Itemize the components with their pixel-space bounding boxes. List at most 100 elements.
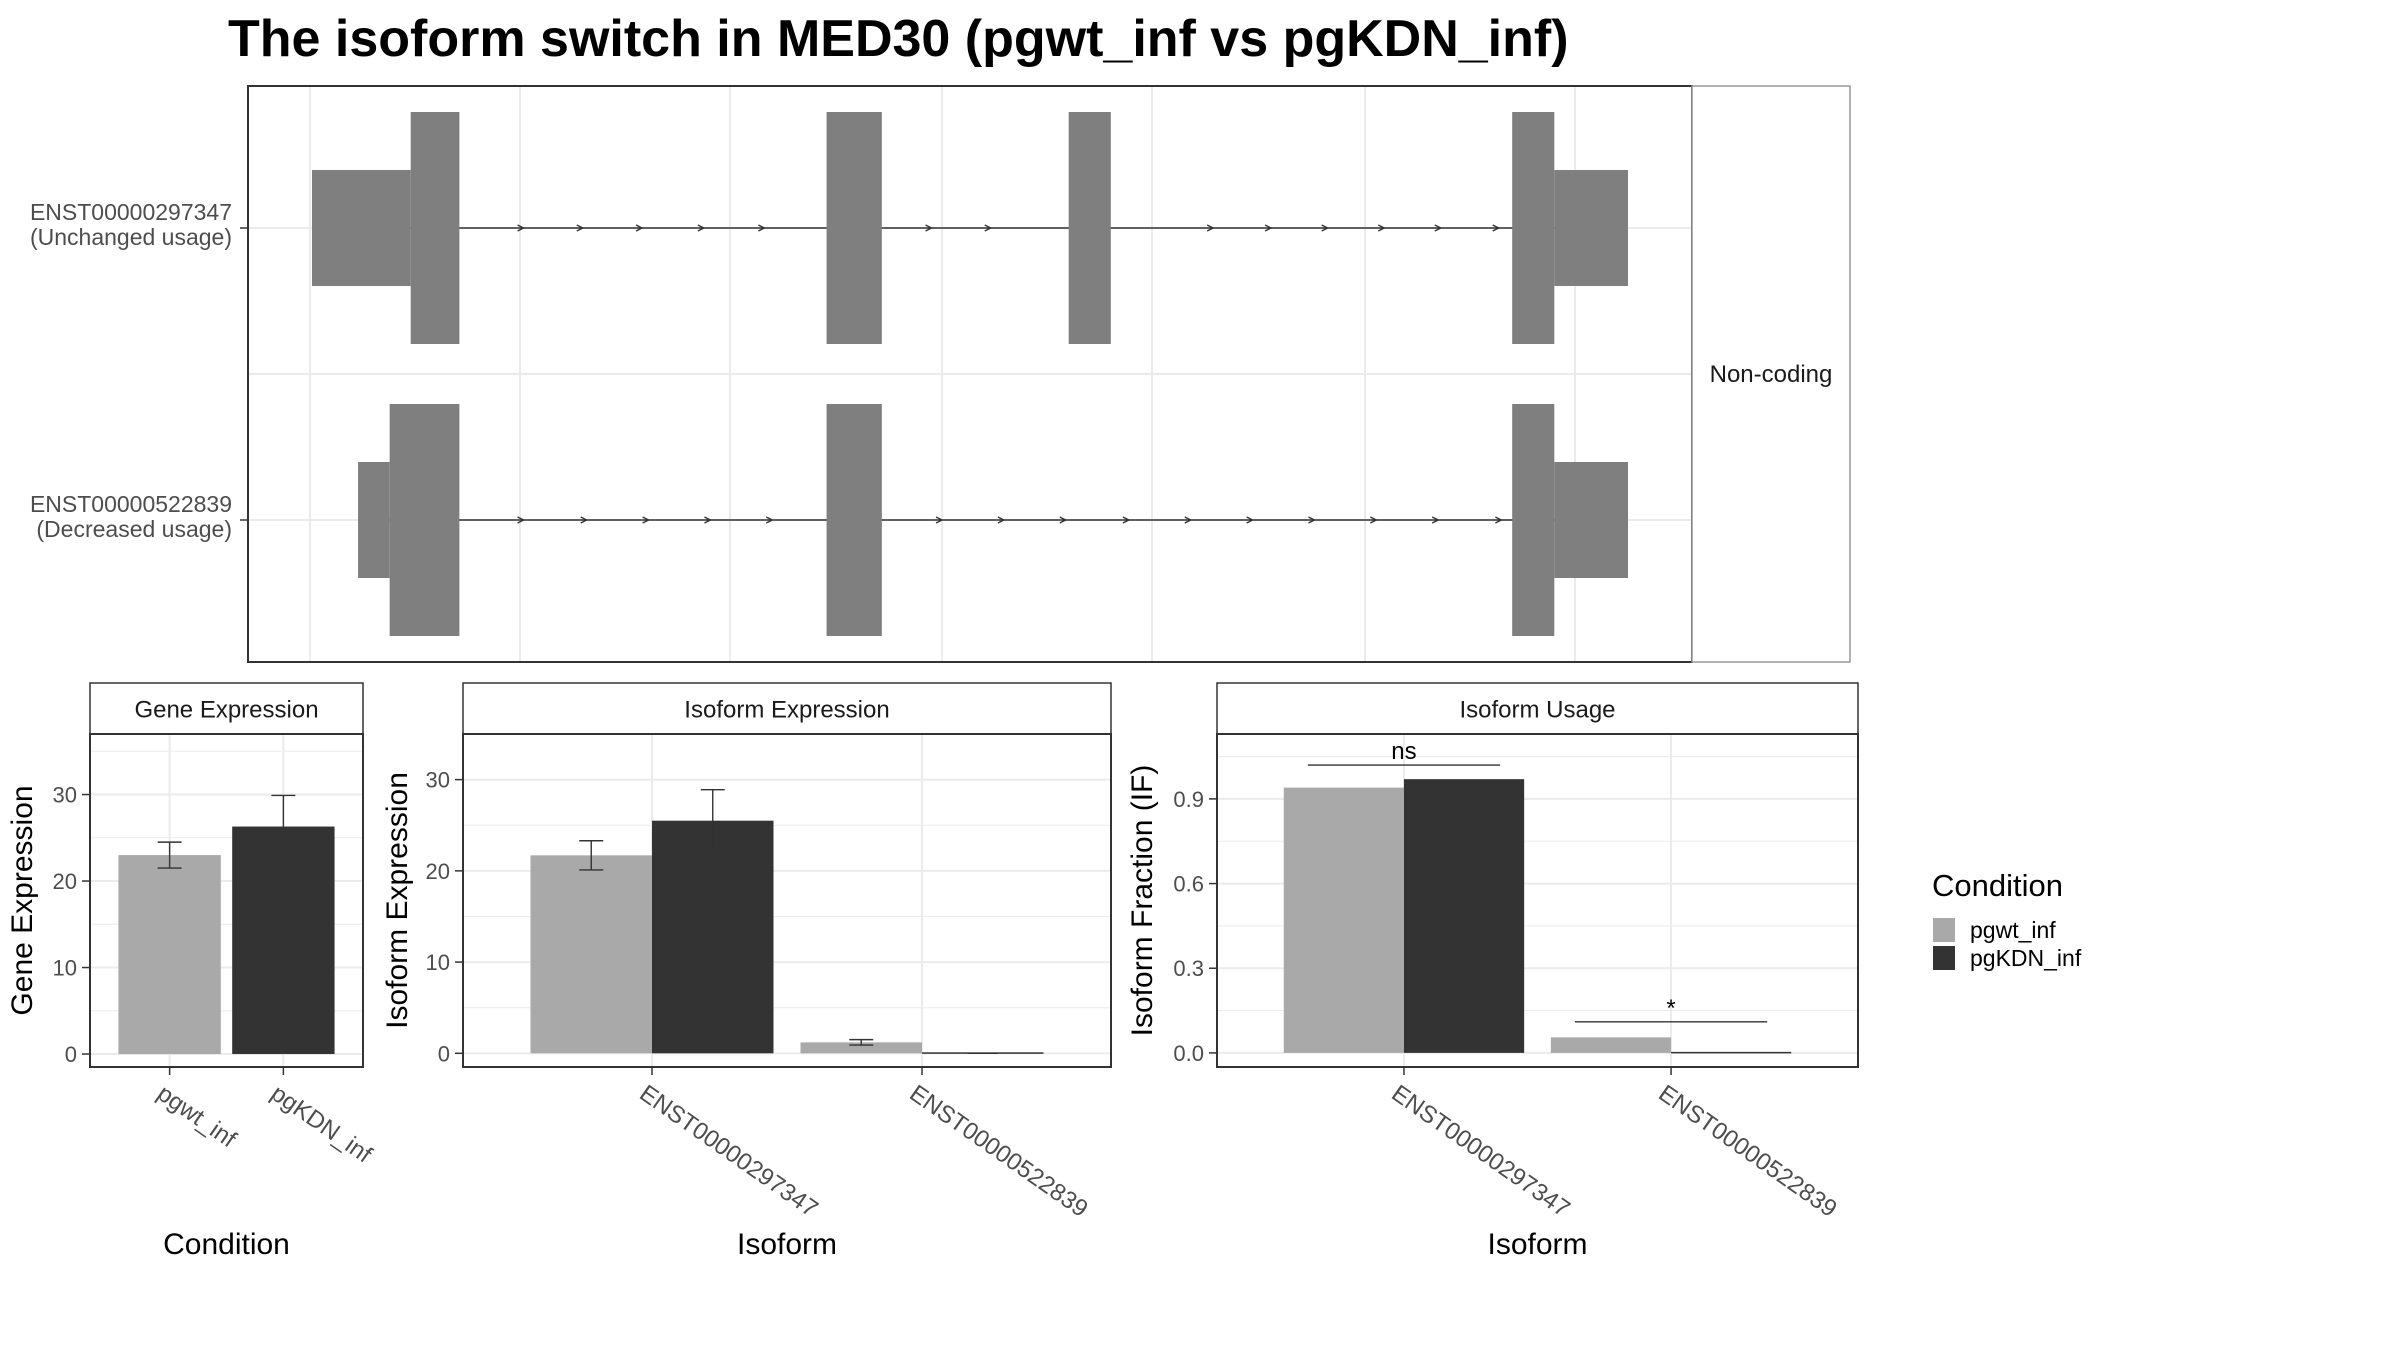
- y-tick-label: 20: [53, 869, 77, 894]
- bar: [232, 826, 335, 1055]
- y-tick-label: 0.0: [1173, 1041, 1204, 1066]
- panel-border: [1216, 733, 1859, 1068]
- bar: [1403, 779, 1525, 1053]
- isoform-expression-panel: Isoform Expression 0 10 20 30 ENST00000297347…: [381, 682, 1112, 1261]
- x-tick-label: pgKDN_inf: [266, 1080, 377, 1169]
- intron-direction-arrow: [642, 516, 651, 524]
- intron-direction-arrow: [1492, 224, 1501, 232]
- intron-direction-arrow: [1059, 516, 1068, 524]
- y-tick-label: 30: [426, 768, 450, 793]
- x-tick-label: ENST00000522839: [1654, 1080, 1842, 1223]
- intron-direction-arrow: [925, 224, 934, 232]
- bar: [530, 855, 652, 1054]
- exon-block: [1512, 112, 1555, 344]
- y-tick-label: 0.9: [1173, 787, 1204, 812]
- y-tick-label: 0: [65, 1042, 77, 1067]
- intron-direction-arrow: [765, 516, 774, 524]
- y-axis-label: Isoform Fraction (IF): [1126, 765, 1159, 1037]
- panel-strip-label: Isoform Usage: [1459, 697, 1615, 724]
- bar: [1283, 787, 1404, 1053]
- intron-direction-arrow: [635, 224, 644, 232]
- bar: [118, 855, 221, 1055]
- bar: [1671, 1051, 1792, 1054]
- intron-direction-arrow: [1434, 224, 1443, 232]
- figure-title: The isoform switch in MED30 (pgwt_inf vs…: [228, 10, 1569, 68]
- non-coding-strip-label: Non-coding: [1710, 361, 1833, 388]
- legend-swatch: [1933, 918, 1955, 942]
- panel-strip-label: Isoform Expression: [684, 697, 889, 724]
- intron-direction-arrow: [1122, 516, 1131, 524]
- x-axis-label: Condition: [163, 1228, 290, 1261]
- x-axis-label: Isoform: [1487, 1228, 1587, 1261]
- exon-block: [410, 112, 460, 344]
- exon-block: [389, 404, 460, 636]
- y-tick-label: 30: [53, 783, 77, 808]
- y-tick-label: 20: [426, 859, 450, 884]
- x-axis-label: Isoform: [737, 1228, 837, 1261]
- intron-direction-arrow: [1264, 224, 1273, 232]
- panel-strip-label: Gene Expression: [134, 697, 318, 724]
- significance-label: *: [1666, 995, 1675, 1022]
- bar: [652, 820, 774, 1054]
- isoform-structure-panel: ENST00000297347(Unchanged usage) ENST0000…: [30, 85, 1851, 663]
- intron-direction-arrow: [997, 516, 1006, 524]
- x-tick-label: ENST00000522839: [905, 1080, 1093, 1223]
- y-axis-label: Gene Expression: [6, 785, 39, 1015]
- exon-block: [1554, 462, 1628, 578]
- intron-direction-arrow: [1246, 516, 1255, 524]
- isoform-usage-label: (Decreased usage): [36, 516, 232, 542]
- intron-direction-arrow: [517, 516, 526, 524]
- y-tick-label: 10: [426, 950, 450, 975]
- intron-direction-arrow: [1206, 224, 1215, 232]
- intron-direction-arrow: [1321, 224, 1330, 232]
- x-tick-label: ENST00000297347: [635, 1080, 823, 1223]
- exon-block: [1554, 170, 1628, 286]
- y-tick-label: 0.6: [1173, 872, 1204, 897]
- intron-direction-arrow: [517, 224, 526, 232]
- intron-direction-arrow: [1308, 516, 1317, 524]
- exon-block: [1068, 112, 1111, 344]
- intron-direction-arrow: [576, 224, 585, 232]
- exon-block: [1512, 404, 1555, 636]
- legend-swatch: [1933, 946, 1955, 970]
- intron-direction-arrow: [1431, 516, 1440, 524]
- bar: [1550, 1037, 1672, 1053]
- y-axis-label: Isoform Expression: [381, 772, 414, 1029]
- legend-entry-label: pgwt_inf: [1970, 917, 2056, 943]
- intron-direction-arrow: [935, 516, 944, 524]
- intron-direction-arrow: [1377, 224, 1386, 232]
- legend-entry-label: pgKDN_inf: [1970, 945, 2082, 971]
- non-coding-strip: [1691, 85, 1851, 663]
- isoform-id-label: ENST00000297347: [30, 199, 232, 225]
- panel-strip: [89, 682, 364, 735]
- y-tick-label: 10: [53, 956, 77, 981]
- isoform-usage-panel: Isoform Usage ns * 0.0 0.3 0.6 0.9 ENST00000297…: [1126, 682, 1859, 1261]
- intron-direction-arrow: [758, 224, 766, 232]
- x-tick-label: ENST00000297347: [1387, 1080, 1575, 1223]
- intron-direction-arrow: [697, 224, 706, 232]
- panel-border: [89, 733, 364, 1068]
- intron-direction-arrow: [1495, 516, 1503, 524]
- intron-direction-arrow: [1184, 516, 1193, 524]
- intron-direction-arrow: [704, 516, 712, 524]
- isoform-usage-label: (Unchanged usage): [30, 224, 232, 250]
- bar: [800, 1042, 922, 1054]
- panel-border: [462, 733, 1112, 1068]
- exon-block: [358, 462, 390, 578]
- legend-title: Condition: [1932, 868, 2063, 903]
- isoform-id-label: ENST00000522839: [30, 491, 232, 517]
- y-tick-label: 0: [438, 1041, 450, 1066]
- gene-expression-panel: Gene Expression 0 10 20 30 pgwt_inf pgKDN_inf C…: [6, 682, 377, 1261]
- y-tick-label: 0.3: [1173, 956, 1204, 981]
- significance-label: ns: [1391, 738, 1416, 765]
- intron-direction-arrow: [1370, 516, 1378, 524]
- exon-block: [312, 170, 411, 286]
- intron-direction-arrow: [984, 224, 993, 232]
- exon-block: [826, 112, 882, 344]
- panel-strip: [462, 682, 1112, 735]
- exon-block: [826, 404, 882, 636]
- intron-direction-arrow: [580, 516, 589, 524]
- panel-strip: [1216, 682, 1859, 735]
